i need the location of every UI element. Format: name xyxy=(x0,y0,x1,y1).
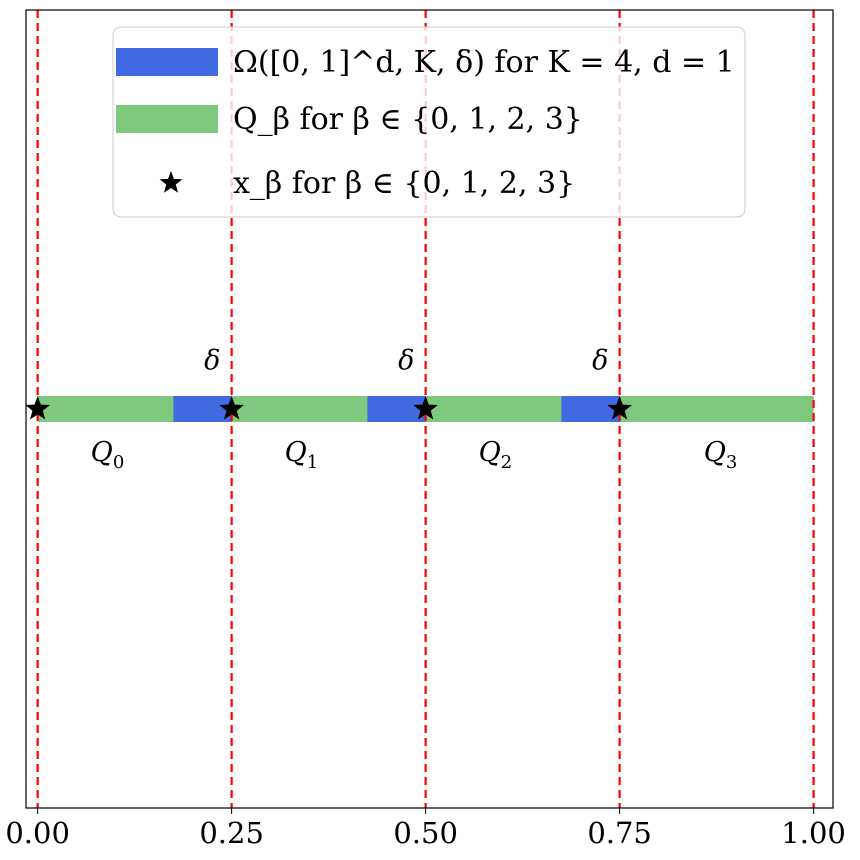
star-marker-1 xyxy=(219,396,244,420)
star-marker-3 xyxy=(607,396,632,420)
delta-label-0: δ xyxy=(204,345,220,376)
tick-layer: 0.00 0.25 0.50 0.75 1.00 xyxy=(5,808,846,850)
x-tick-label-1: 0.25 xyxy=(199,816,264,850)
band-1-segment-2 xyxy=(425,396,562,422)
band-1-segment-0 xyxy=(37,396,174,422)
cell-label-0: Q0 xyxy=(91,437,125,473)
legend-swatch-0 xyxy=(116,48,218,76)
legend: Ω([0, 1]^d, K, δ) for K = 4, d = 1 Q_β fo… xyxy=(112,26,746,218)
x-tick-label-4: 1.00 xyxy=(781,816,846,850)
delta-label-2: δ xyxy=(592,345,608,376)
cell-label-3: Q3 xyxy=(704,437,738,473)
legend-label-1: Q_β for β ∈ {0, 1, 2, 3} xyxy=(233,102,583,137)
star-marker-0 xyxy=(25,396,50,420)
x-tick-label-0: 0.00 xyxy=(5,816,70,850)
legend-star-marker xyxy=(159,171,183,193)
star-marker-2 xyxy=(413,396,438,420)
x-tick-label-2: 0.50 xyxy=(393,816,458,850)
legend-entries: Ω([0, 1]^d, K, δ) for K = 4, d = 1 Q_β fo… xyxy=(116,45,735,201)
x-tick-label-3: 0.75 xyxy=(587,816,652,850)
legend-frame xyxy=(112,26,746,218)
band-1-segment-3 xyxy=(619,396,814,422)
legend-swatch-1 xyxy=(116,105,218,133)
delta-label-1: δ xyxy=(398,345,414,376)
band-1-segment-1 xyxy=(231,396,368,422)
legend-label-2: x_β for β ∈ {0, 1, 2, 3} xyxy=(233,166,575,201)
marker-layer xyxy=(25,396,632,420)
cell-label-1: Q1 xyxy=(285,437,319,473)
plot-frame xyxy=(25,9,834,809)
legend-label-0: Ω([0, 1]^d, K, δ) for K = 4, d = 1 xyxy=(233,45,735,80)
cell-label-2: Q2 xyxy=(479,437,513,473)
